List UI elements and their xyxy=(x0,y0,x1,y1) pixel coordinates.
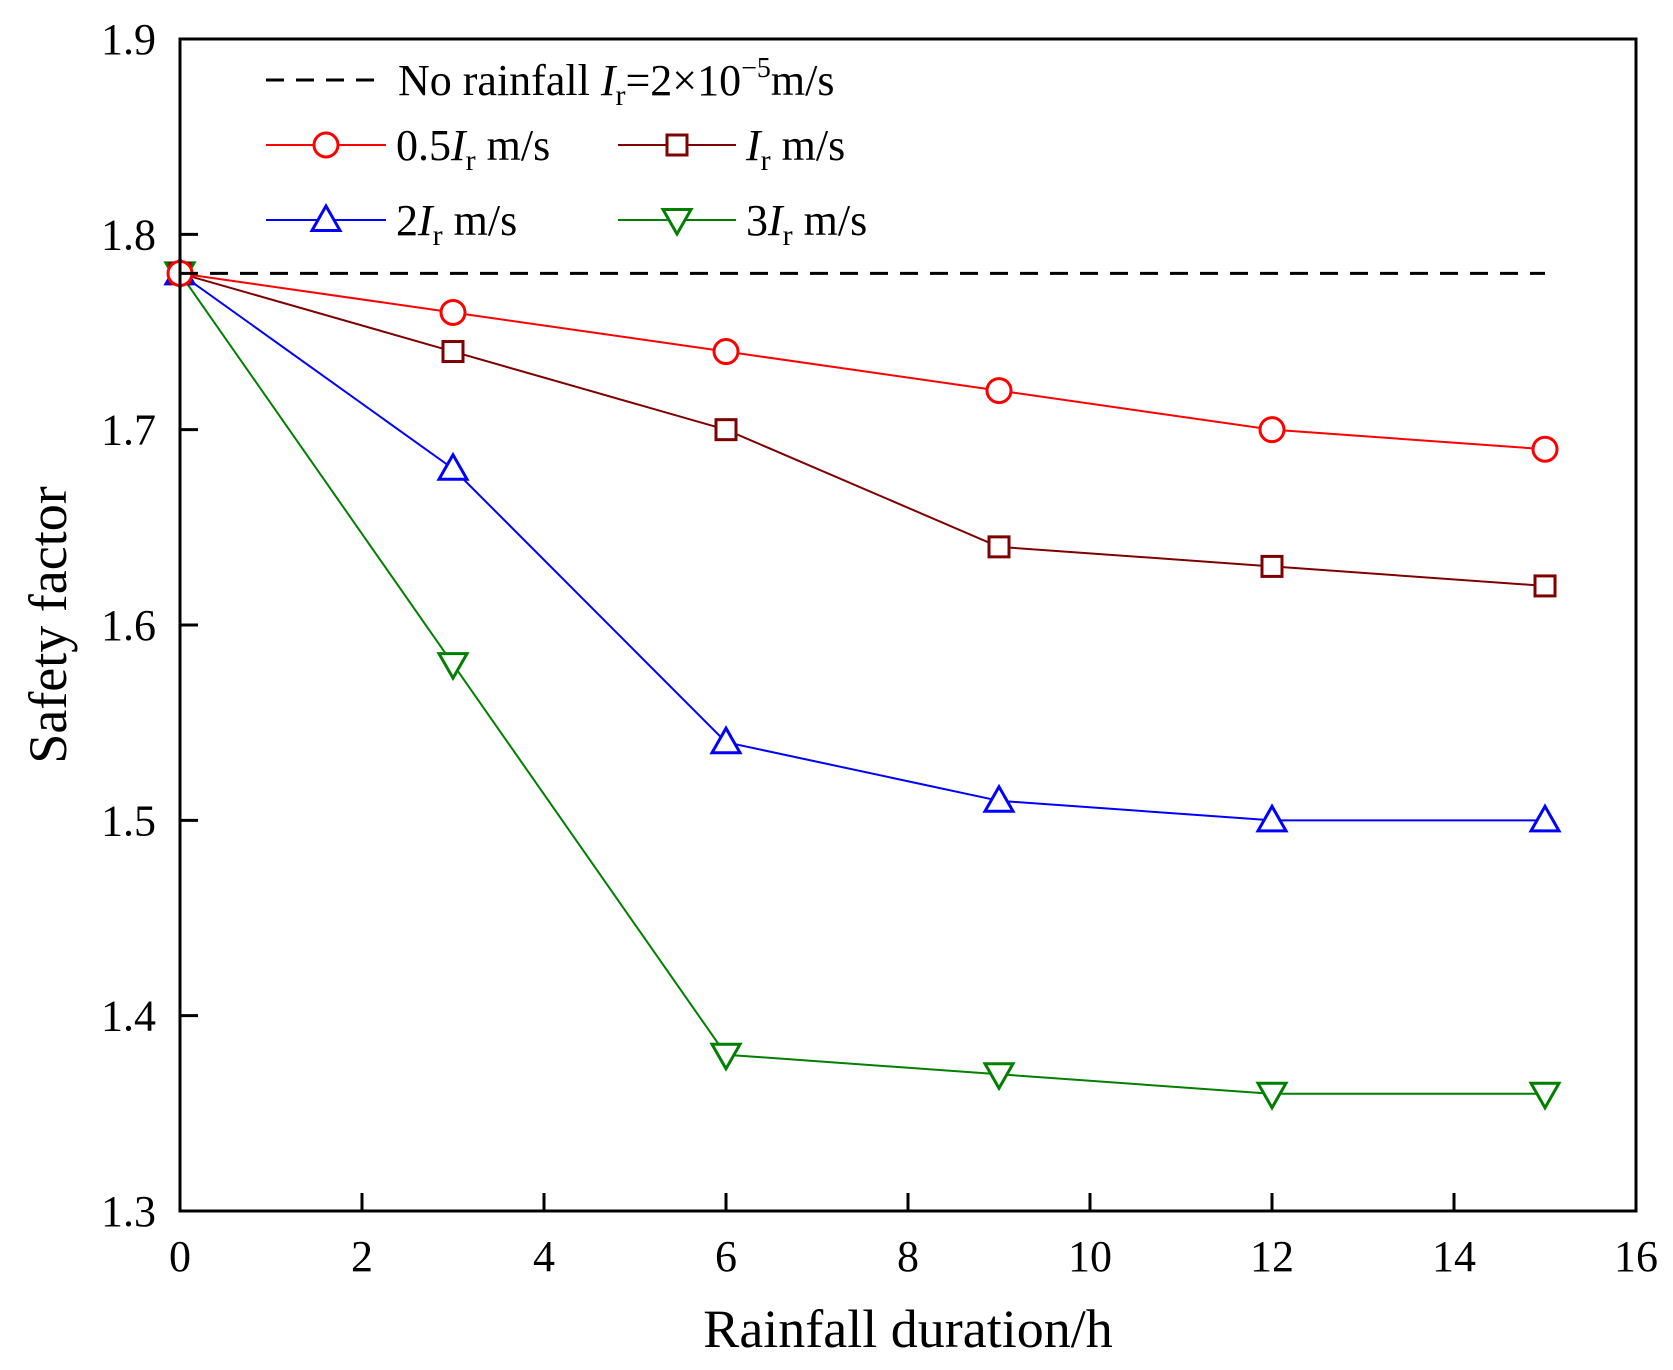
x-axis-title: Rainfall duration/h xyxy=(703,1299,1112,1359)
y-tick-label: 1.7 xyxy=(101,406,156,455)
series-line xyxy=(179,272,1546,587)
data-point xyxy=(1260,554,1284,578)
x-tick-label: 0 xyxy=(169,1232,191,1281)
data-point xyxy=(982,1062,1016,1092)
data-point xyxy=(1255,1081,1289,1111)
series-line xyxy=(179,272,1546,451)
data-point xyxy=(441,340,465,364)
series-line xyxy=(179,272,1545,822)
data-point xyxy=(714,418,738,442)
data-point xyxy=(1528,1081,1562,1111)
legend-label: 3Ir m/s xyxy=(746,196,867,252)
x-tick-label: 10 xyxy=(1068,1232,1112,1281)
data-point xyxy=(1528,803,1562,833)
data-point xyxy=(709,1042,743,1072)
series-line xyxy=(179,272,1545,1095)
legend: No rainfall Ir=2×10−5m/s 0.5Ir m/s Ir m/s 2… xyxy=(266,53,867,252)
x-tick-label: 14 xyxy=(1432,1232,1476,1281)
data-point xyxy=(1258,416,1286,444)
legend-label: Ir m/s xyxy=(745,121,845,177)
data-point xyxy=(712,338,740,366)
data-point xyxy=(985,377,1013,405)
y-tick-label: 1.9 xyxy=(101,15,156,64)
series-layer xyxy=(163,256,1562,1111)
data-point xyxy=(1533,574,1557,598)
legend-label: 2Ir m/s xyxy=(396,196,517,252)
y-tick-label: 1.8 xyxy=(101,210,156,259)
legend-label: 0.5Ir m/s xyxy=(396,121,550,177)
x-tick-label: 16 xyxy=(1614,1232,1658,1281)
legend-label: No rainfall Ir=2×10−5m/s xyxy=(398,53,834,112)
x-tick-label: 6 xyxy=(715,1232,737,1281)
data-point xyxy=(436,451,470,481)
x-tick-label: 12 xyxy=(1250,1232,1294,1281)
series-1 xyxy=(166,259,1559,463)
legend-swatch-marker xyxy=(312,131,340,159)
data-point xyxy=(982,783,1016,813)
x-tick-label: 8 xyxy=(897,1232,919,1281)
y-tick-label: 1.4 xyxy=(101,992,156,1041)
y-tick-label: 1.6 xyxy=(101,601,156,650)
x-tick-label: 4 xyxy=(533,1232,555,1281)
y-tick-label: 1.3 xyxy=(101,1187,156,1236)
legend-swatch-marker xyxy=(665,133,689,157)
y-tick-label: 1.5 xyxy=(101,796,156,845)
data-point xyxy=(1255,803,1289,833)
legend-swatch-marker xyxy=(309,202,343,232)
y-axis-title: Safety factor xyxy=(18,486,78,763)
axes-layer: 0 2 4 6 8 10 12 14 16 1.3 1.4 1.5 1.6 1.7 1.8 1.9 xyxy=(101,15,1658,1281)
data-point xyxy=(439,298,467,326)
x-tick-label: 2 xyxy=(351,1232,373,1281)
data-point xyxy=(709,725,743,755)
legend-swatch-marker xyxy=(660,208,694,238)
data-point xyxy=(987,535,1011,559)
data-point xyxy=(1531,435,1559,463)
data-point xyxy=(436,652,470,682)
